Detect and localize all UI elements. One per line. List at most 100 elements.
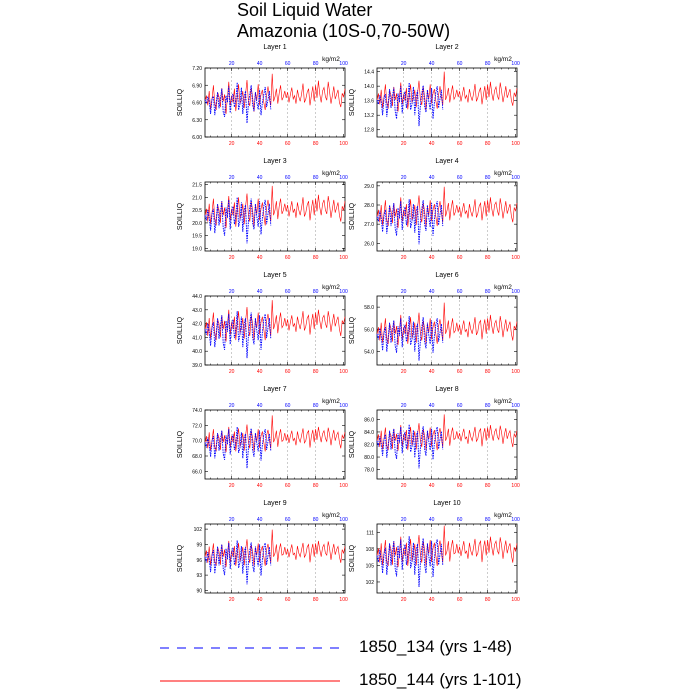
plot-frame — [204, 67, 346, 138]
x-tick-label-bottom: 20 — [401, 141, 407, 147]
units-label: kg/m2 — [494, 512, 512, 519]
x-tick-label-bottom: 40 — [429, 141, 435, 147]
y-axis-label: SOILLIQ — [349, 88, 356, 116]
y-axis-label: SOILLIQ — [349, 202, 356, 230]
x-tick-label-bottom: 80 — [485, 369, 491, 375]
y-tick-label: 21.5 — [192, 183, 202, 189]
title-line-2: Amazonia (10S-0,70-50W) — [237, 21, 451, 41]
x-tick-label-bottom: 20 — [401, 597, 407, 603]
x-tick-label-top: 40 — [257, 175, 263, 181]
x-tick-label-top: 20 — [229, 61, 235, 67]
series-1850-134-line — [204, 82, 272, 124]
y-tick-label: 70.0 — [192, 439, 202, 445]
x-tick-label-top: 40 — [429, 403, 435, 409]
x-tick-label-top: 80 — [313, 289, 319, 295]
x-tick-label-top: 40 — [429, 517, 435, 523]
y-tick-label: 72.0 — [192, 423, 202, 429]
plot-frame — [376, 295, 518, 366]
plot-frame — [204, 295, 346, 366]
x-tick-label-top: 20 — [401, 61, 407, 67]
x-tick-label-bottom: 20 — [401, 483, 407, 489]
x-tick-label-top: 80 — [485, 517, 491, 523]
y-tick-label: 78.0 — [364, 468, 374, 474]
y-tick-label: 111 — [366, 530, 374, 536]
y-tick-label: 14.4 — [364, 70, 374, 76]
y-tick-label: 14.0 — [364, 84, 374, 90]
y-axis-label: SOILLIQ — [177, 202, 184, 230]
series-1850-144-line — [204, 185, 346, 229]
y-tick-label: 80.0 — [364, 455, 374, 461]
x-tick-label-bottom: 100 — [511, 597, 520, 603]
y-tick-label: 39.0 — [192, 363, 202, 369]
series-1850-144-line — [204, 73, 346, 115]
x-tick-label-top: 80 — [485, 61, 491, 67]
x-tick-label-bottom: 80 — [313, 141, 319, 147]
units-label: kg/m2 — [494, 398, 512, 405]
panel-layer-7: Layer 7 kg/m2 SOILLIQ 66.0 68.0 70.0 72.0 74.0 2… — [177, 386, 348, 489]
y-tick-label: 19.0 — [192, 246, 202, 252]
x-tick-label-bottom: 100 — [339, 597, 348, 603]
x-tick-label-top: 40 — [257, 517, 263, 523]
series-1850-144-line — [376, 71, 518, 112]
units-label: kg/m2 — [322, 170, 340, 177]
y-tick-label: 12.8 — [364, 128, 374, 134]
y-axis-label: SOILLIQ — [349, 544, 356, 572]
x-tick-label-top: 20 — [401, 403, 407, 409]
panel-layer-10: Layer 10 kg/m2 SOILLIQ 102 105 108 111 20 20 40 40… — [349, 500, 520, 603]
x-tick-label-bottom: 100 — [339, 141, 348, 147]
panel-layer-6: Layer 6 kg/m2 SOILLIQ 54.0 56.0 58.0 20 20 40 40 6… — [349, 272, 520, 375]
x-tick-label-bottom: 100 — [511, 141, 520, 147]
panel-layer-3: Layer 3 kg/m2 SOILLIQ 19.0 19.5 20.0 20.5 21.0 2… — [177, 158, 348, 261]
y-axis-label: SOILLIQ — [349, 430, 356, 458]
panel-title: Layer 1 — [263, 44, 286, 51]
plot-frame — [204, 523, 346, 594]
series-1850-134-line — [376, 199, 444, 245]
x-tick-label-bottom: 40 — [257, 141, 263, 147]
x-tick-label-top: 80 — [313, 175, 319, 181]
panel-layer-5: Layer 5 kg/m2 SOILLIQ 39.0 40.0 41.0 42.0 43.0 4… — [177, 272, 348, 375]
units-label: kg/m2 — [322, 284, 340, 291]
y-tick-label: 56.0 — [364, 327, 374, 333]
y-axis-label: SOILLIQ — [177, 544, 184, 572]
units-label: kg/m2 — [494, 170, 512, 177]
series-1850-144-line — [376, 414, 518, 451]
y-tick-label: 74.0 — [192, 408, 202, 414]
y-tick-label: 84.0 — [364, 430, 374, 436]
legend-label-2: 1850_144 (yrs 1-101) — [359, 670, 522, 689]
x-tick-label-top: 80 — [313, 517, 319, 523]
x-tick-label-bottom: 40 — [257, 369, 263, 375]
y-tick-label: 58.0 — [364, 305, 374, 311]
x-tick-label-bottom: 40 — [257, 597, 263, 603]
panel-layer-1: Layer 1 kg/m2 SOILLIQ 6.00 6.30 6.60 6.90 7.20 2… — [177, 44, 348, 147]
x-tick-label-top: 60 — [457, 517, 463, 523]
y-tick-label: 13.6 — [364, 99, 374, 105]
x-tick-label-bottom: 40 — [429, 483, 435, 489]
x-tick-label-top: 100 — [339, 61, 348, 67]
y-tick-label: 7.20 — [192, 66, 202, 72]
y-tick-label: 13.2 — [364, 113, 374, 119]
y-axis-label: SOILLIQ — [177, 316, 184, 344]
y-tick-label: 6.00 — [192, 135, 202, 141]
y-tick-label: 6.30 — [192, 118, 202, 124]
x-tick-label-bottom: 80 — [485, 597, 491, 603]
x-tick-label-bottom: 20 — [229, 141, 235, 147]
x-tick-label-top: 20 — [229, 175, 235, 181]
x-tick-label-bottom: 20 — [401, 369, 407, 375]
x-tick-label-top: 20 — [229, 289, 235, 295]
x-tick-label-bottom: 20 — [229, 483, 235, 489]
y-tick-label: 43.0 — [192, 308, 202, 314]
x-tick-label-top: 60 — [457, 289, 463, 295]
series-1850-134-line — [376, 536, 444, 587]
y-tick-label: 21.0 — [192, 195, 202, 201]
y-tick-label: 42.0 — [192, 322, 202, 328]
x-tick-label-bottom: 100 — [339, 255, 348, 261]
y-tick-label: 82.0 — [364, 443, 374, 449]
x-tick-label-bottom: 40 — [257, 255, 263, 261]
x-tick-label-top: 40 — [429, 175, 435, 181]
x-tick-label-bottom: 100 — [511, 369, 520, 375]
x-tick-label-bottom: 40 — [429, 369, 435, 375]
x-tick-label-top: 60 — [285, 517, 291, 523]
y-tick-label: 102 — [366, 580, 375, 586]
series-1850-144-line — [204, 529, 346, 567]
